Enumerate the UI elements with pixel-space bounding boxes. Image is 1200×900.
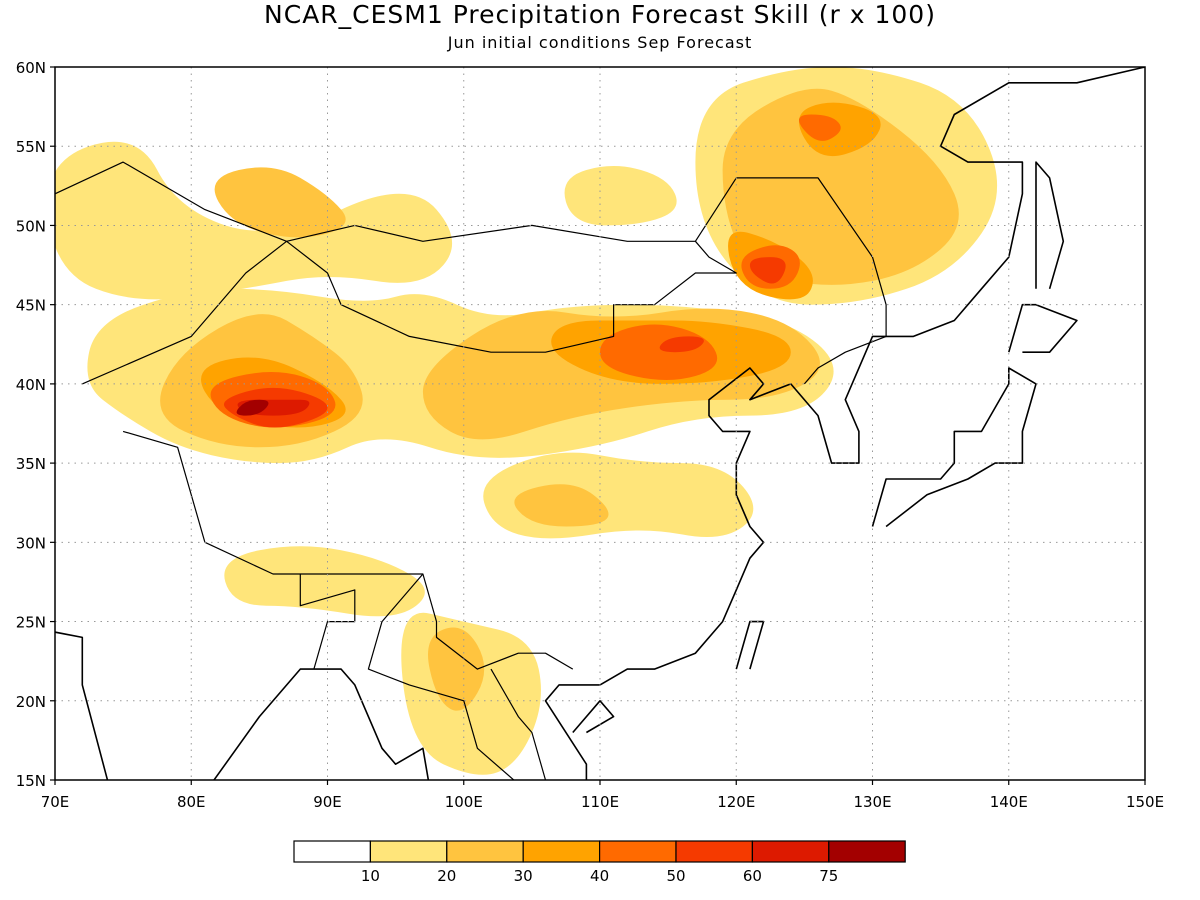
x-tick-label-0: 70E — [41, 793, 70, 811]
skill-region-25 — [236, 399, 269, 416]
y-tick-label-6: 45N — [16, 297, 46, 315]
legend-label-0: 10 — [361, 867, 380, 885]
x-tick-label-1: 80E — [177, 793, 206, 811]
skill-region-20 — [798, 114, 841, 141]
legend-label-2: 30 — [514, 867, 533, 885]
coastline-0 — [55, 631, 109, 780]
coastline-5 — [1035, 161, 1065, 290]
legend-swatch-7 — [828, 840, 906, 863]
latitude-axis: 15N 20N 25N 30N 35N 40N 45N 50N 55N 60N — [16, 59, 55, 790]
y-tick-label-7: 50N — [16, 217, 46, 235]
legend-label-3: 40 — [590, 867, 609, 885]
coastline-2 — [436, 67, 1145, 780]
coastline-4 — [1008, 303, 1078, 354]
skill-region-22 — [659, 336, 704, 353]
legend-swatch-6 — [751, 840, 830, 863]
legend-swatch-0 — [293, 840, 372, 863]
border-4 — [55, 161, 287, 242]
coastline-3 — [871, 367, 1037, 528]
y-tick-label-9: 60N — [16, 59, 46, 77]
y-tick-label-3: 30N — [16, 534, 46, 552]
legend-label-1: 20 — [437, 867, 456, 885]
legend-swatch-3 — [522, 840, 601, 863]
y-tick-label-2: 25N — [16, 614, 46, 632]
legend-label-5: 60 — [743, 867, 762, 885]
coastline-1 — [190, 668, 430, 780]
legend-label-4: 50 — [666, 867, 685, 885]
border-5 — [299, 574, 356, 670]
skill-contour-fills — [55, 67, 998, 775]
y-tick-label-1: 20N — [16, 693, 46, 711]
legend-swatch-4 — [598, 840, 677, 863]
skill-region-9 — [722, 88, 959, 285]
y-tick-label-0: 15N — [16, 772, 46, 790]
skill-region-4 — [224, 546, 425, 617]
x-tick-label-3: 100E — [445, 793, 483, 811]
x-tick-label-4: 110E — [581, 793, 619, 811]
legend-swatch-1 — [369, 840, 448, 863]
map-title: NCAR_CESM1 Precipitation Forecast Skill … — [264, 0, 936, 29]
legend-swatch-2 — [446, 840, 524, 863]
x-tick-label-7: 140E — [990, 793, 1028, 811]
skill-region-6 — [564, 166, 677, 226]
skill-region-12 — [428, 627, 485, 711]
color-legend: 10 20 30 40 50 60 75 — [293, 840, 906, 885]
y-tick-label-8: 55N — [16, 138, 46, 156]
legend-swatch-5 — [675, 840, 754, 863]
legend-label-6: 75 — [819, 867, 838, 885]
x-tick-label-6: 130E — [853, 793, 891, 811]
x-tick-label-5: 120E — [717, 793, 755, 811]
x-tick-label-2: 90E — [313, 793, 342, 811]
skill-region-23 — [749, 257, 786, 284]
y-tick-label-5: 40N — [16, 376, 46, 394]
y-tick-label-4: 35N — [16, 455, 46, 473]
coastline-6 — [735, 620, 765, 670]
border-3 — [367, 573, 547, 780]
skill-region-11 — [514, 484, 609, 527]
map-subtitle: Jun initial conditions Sep Forecast — [447, 33, 753, 52]
skill-region-10 — [214, 167, 346, 238]
longitude-axis: 70E 80E 90E 100E 110E 120E 130E 140E 150E — [41, 780, 1164, 811]
x-tick-label-8: 150E — [1126, 793, 1164, 811]
skill-region-0 — [55, 141, 453, 300]
